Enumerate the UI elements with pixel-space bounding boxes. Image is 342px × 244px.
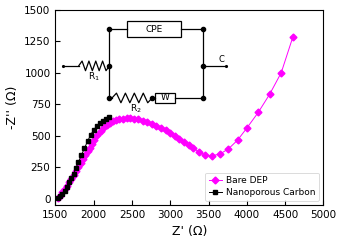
Nanoporous Carbon	[60, 192, 64, 195]
Text: R$_1$: R$_1$	[88, 71, 100, 83]
Text: CPE: CPE	[145, 24, 162, 33]
Bare DEP	[145, 121, 149, 123]
Nanoporous Carbon	[63, 189, 67, 192]
Nanoporous Carbon	[58, 195, 62, 198]
Bare DEP	[154, 124, 158, 127]
Bare DEP	[141, 119, 145, 122]
Bare DEP	[226, 147, 231, 150]
Text: R$_2$: R$_2$	[130, 102, 141, 115]
Nanoporous Carbon	[76, 161, 80, 164]
Nanoporous Carbon	[65, 185, 69, 188]
Nanoporous Carbon	[69, 176, 74, 179]
Nanoporous Carbon	[72, 172, 76, 175]
X-axis label: Z' (Ω): Z' (Ω)	[172, 225, 207, 238]
Nanoporous Carbon	[86, 140, 90, 143]
Text: W: W	[161, 93, 169, 102]
Line: Bare DEP: Bare DEP	[55, 35, 295, 201]
Line: Nanoporous Carbon: Nanoporous Carbon	[55, 115, 111, 201]
Nanoporous Carbon	[95, 125, 99, 128]
Nanoporous Carbon	[79, 154, 83, 157]
Nanoporous Carbon	[104, 117, 108, 120]
Bare DEP	[291, 36, 295, 39]
Bar	[155, 93, 175, 103]
Nanoporous Carbon	[98, 122, 102, 124]
Bar	[127, 21, 181, 37]
Legend: Bare DEP, Nanoporous Carbon: Bare DEP, Nanoporous Carbon	[205, 173, 319, 201]
Text: C: C	[218, 55, 224, 64]
Nanoporous Carbon	[82, 147, 87, 150]
Nanoporous Carbon	[101, 119, 105, 122]
Y-axis label: -Z'' (Ω): -Z'' (Ω)	[5, 86, 18, 129]
Nanoporous Carbon	[56, 197, 60, 200]
Bare DEP	[88, 146, 92, 149]
Bare DEP	[186, 143, 190, 146]
Nanoporous Carbon	[74, 166, 78, 169]
Bare DEP	[56, 197, 60, 200]
Nanoporous Carbon	[92, 129, 96, 132]
Nanoporous Carbon	[107, 116, 111, 119]
Nanoporous Carbon	[67, 181, 71, 184]
Nanoporous Carbon	[89, 133, 93, 136]
